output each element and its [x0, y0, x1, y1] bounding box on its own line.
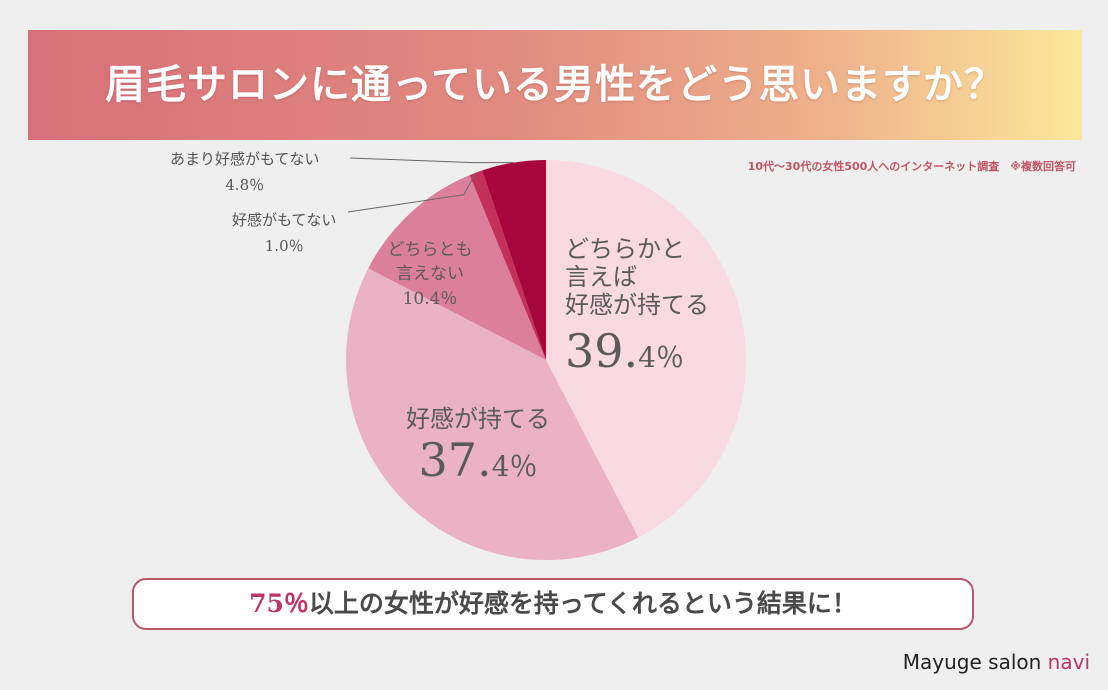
slice-2-label-line: 言えない: [396, 264, 464, 284]
chart-title: 眉毛サロンに通っている男性をどう思いますか？: [105, 62, 1005, 108]
slice-2-value: 10.4％: [403, 289, 458, 309]
slice-0-label-line: 好感が持てる: [565, 291, 709, 319]
leader-line-amari: [349, 157, 514, 164]
conclusion-box: 75％以上の女性が好感を持ってくれるという結果に！: [132, 578, 974, 630]
conclusion-highlight: 75％: [249, 589, 309, 618]
brand-name-accent: navi: [1047, 650, 1090, 674]
title-banner: 眉毛サロンに通っている男性をどう思いますか？: [28, 30, 1082, 140]
slice-0-label-line: 言えば: [565, 263, 637, 291]
brand-logo: Mayuge salon navi: [903, 650, 1090, 674]
leader-line-motenai: [347, 172, 477, 213]
callout-motenai: 好感がもてない 1.0％: [232, 207, 336, 259]
pie-slice-3: [469, 170, 546, 360]
slice-0-value: 39.4％: [565, 324, 684, 378]
slice-2-label-line: どちらとも: [388, 240, 473, 260]
survey-note: 10代～30代の女性500人へのインターネット調査 ※複数回答可: [747, 160, 1076, 173]
callout-motenai-value: 1.0％: [264, 237, 304, 255]
pie-slice-1: [345, 268, 639, 561]
slice-0-label-line: どちらかと: [565, 235, 685, 263]
callout-amari-label: あまり好感がもてない: [170, 150, 320, 168]
pie-slice-2: [368, 175, 546, 360]
brand-name: Mayuge salon: [902, 650, 1048, 674]
slice-1-label: 好感が持てる: [406, 405, 550, 433]
callout-amari-value: 4.8％: [225, 176, 265, 194]
conclusion-text: 以上の女性が好感を持ってくれるという結果に！: [308, 589, 857, 618]
pie-slice-4: [482, 160, 546, 360]
callout-amari: あまり好感がもてない 4.8％: [170, 146, 319, 198]
pie-slice-0: [546, 160, 747, 538]
slice-1-value: 37.4％: [419, 433, 538, 487]
callout-motenai-label: 好感がもてない: [232, 211, 337, 229]
